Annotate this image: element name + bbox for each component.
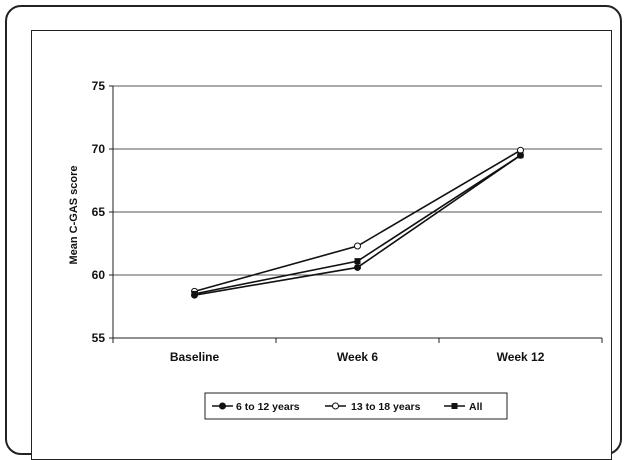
y-tick-label: 65 [92,205,106,219]
axes [109,85,603,343]
y-tick-label: 60 [92,268,106,282]
legend-label: 13 to 18 years [351,401,421,413]
legend-marker [451,403,458,409]
legend-item: 13 to 18 years [325,401,421,413]
series-line [194,154,521,296]
data-point [354,258,361,265]
line-chart: 55 60 65 70 75 Baseline Week 6 Week 12 Mean C-… [68,79,603,420]
series-all [191,152,524,297]
series-13-to-18-years [191,146,524,295]
legend: 6 to 12 years 13 to 18 years All [204,392,508,420]
y-tick-label: 55 [92,331,106,345]
legend-marker [219,402,226,410]
data-point [354,263,361,271]
y-axis-title: Mean C-GAS score [68,165,80,264]
series-6-to-12-years [191,151,524,299]
legend-item: 6 to 12 years [212,401,300,413]
legend-marker [332,402,339,410]
y-tick-labels: 55 60 65 70 75 [92,79,106,345]
legend-item: All [444,401,483,413]
chart-area-frame [31,30,612,460]
legend-label: All [469,401,483,413]
y-tick-label: 70 [92,142,106,156]
x-tick-label: Week 6 [337,350,378,364]
legend-label: 6 to 12 years [236,401,300,413]
data-point [354,242,361,250]
series [191,146,524,299]
y-tick-label: 75 [92,79,106,93]
x-tick-label: Baseline [170,350,220,364]
series-line [194,154,521,295]
data-point [191,290,198,297]
x-tick-label: Week 12 [497,350,545,364]
x-tick-labels: Baseline Week 6 Week 12 [170,350,545,364]
data-point [517,152,524,159]
